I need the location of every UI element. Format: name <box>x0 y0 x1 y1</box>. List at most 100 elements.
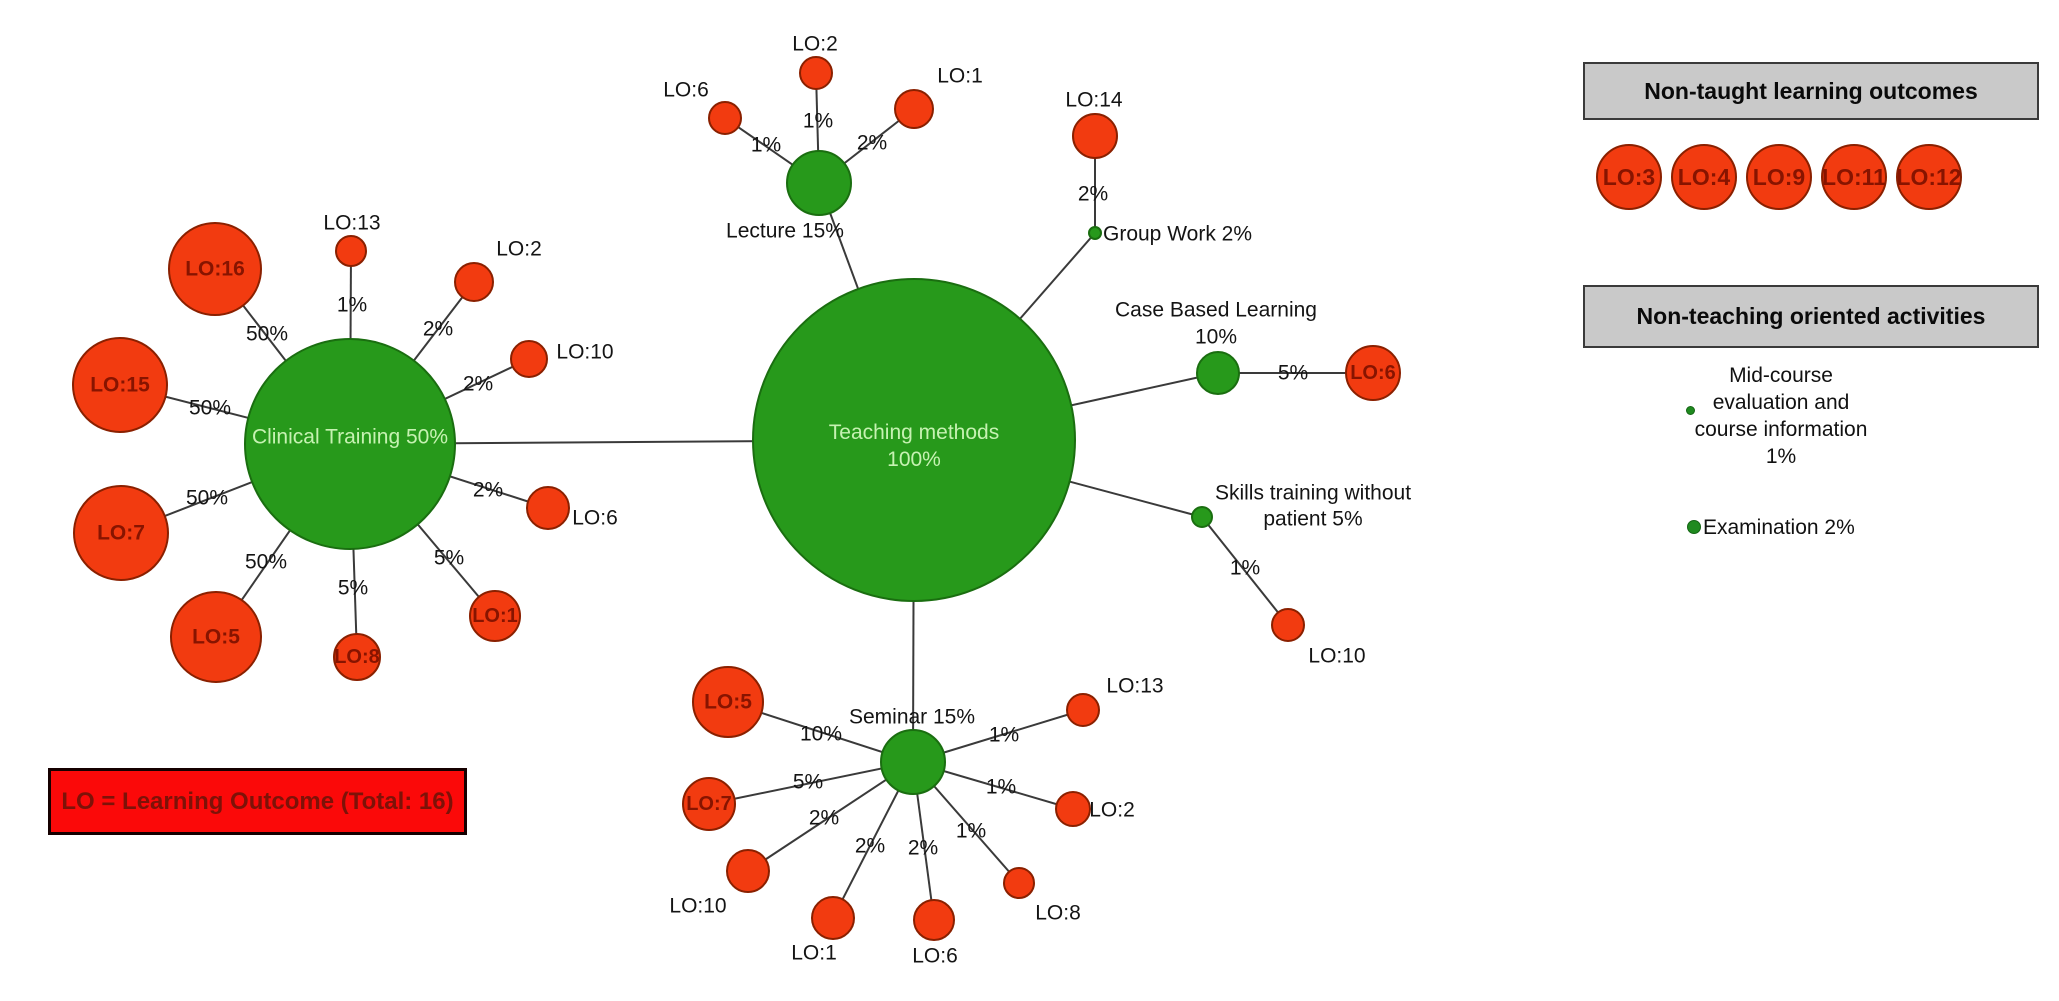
node-cl_lo13 <box>335 235 367 267</box>
mid-course-dot-icon <box>1686 406 1695 415</box>
pct-label-clinical-cl_lo5: 50% <box>245 551 287 574</box>
mid-course-line: 1% <box>1765 445 1797 468</box>
examination-dot-icon <box>1687 520 1701 534</box>
mid-course-text-block: Mid-course evaluation and course informati… <box>1655 362 1907 470</box>
non-taught-circles-row: LO:3 LO:4 LO:9 LO:11 LO:12 <box>1596 144 1962 210</box>
label-cl_lo6: LO:6 <box>572 507 618 530</box>
panel-non-taught-header: Non-taught learning outcomes <box>1583 62 2039 120</box>
pct-label-seminar-se_lo1: 2% <box>855 835 885 858</box>
label-teaching: Teaching methods <box>829 421 999 444</box>
edge-seminar-se_lo7 <box>708 761 914 805</box>
label-cl_lo13: LO:13 <box>323 212 380 235</box>
label-lec_lo1: LO:1 <box>937 65 983 88</box>
pct-label-skills-sk_lo10: 1% <box>1230 557 1260 580</box>
non-taught-circle-lo4: LO:4 <box>1671 144 1737 210</box>
label-gw_lo14: LO:14 <box>1065 89 1123 112</box>
panel-non-teaching-header: Non-teaching oriented activities <box>1583 285 2039 348</box>
pct-label-seminar-se_lo8: 1% <box>956 820 986 843</box>
pct-label-clinical-cl_lo2: 2% <box>423 318 453 341</box>
non-taught-circle-lo9: LO:9 <box>1746 144 1812 210</box>
label-seminar: Seminar 15% <box>849 706 975 729</box>
label-se_lo8: LO:8 <box>1035 902 1081 925</box>
label-cbl_lo6: LO:6 <box>1350 362 1396 384</box>
node-teaching <box>752 278 1076 602</box>
node-se_lo7 <box>682 777 736 831</box>
pct-label-groupwork-gw_lo14: 2% <box>1078 183 1108 206</box>
pct-label-lecture-lec_lo2: 1% <box>803 110 833 133</box>
pct-label-seminar-se_lo13: 1% <box>989 724 1019 747</box>
label-teaching: 100% <box>887 448 941 471</box>
node-cl_lo2 <box>454 262 494 302</box>
node-lec_lo6 <box>708 101 742 135</box>
pct-label-seminar-se_lo7: 5% <box>793 771 823 794</box>
label-cl_lo5: LO:5 <box>192 626 240 649</box>
node-lec_lo1 <box>894 89 934 129</box>
node-se_lo8 <box>1003 867 1035 899</box>
pct-label-clinical-cl_lo1: 5% <box>434 547 464 570</box>
node-se_lo5 <box>692 666 764 738</box>
node-se_lo6 <box>913 899 955 941</box>
label-skills: patient 5% <box>1263 508 1362 531</box>
label-se_lo7: LO:7 <box>686 793 732 815</box>
label-cl_lo1: LO:1 <box>472 605 518 627</box>
node-cl_lo5 <box>170 591 262 683</box>
label-lec_lo2: LO:2 <box>792 33 838 56</box>
pct-label-lecture-lec_lo6: 1% <box>751 134 781 157</box>
pct-label-seminar-se_lo10: 2% <box>809 807 839 830</box>
label-se_lo5: LO:5 <box>704 691 752 714</box>
node-groupwork <box>1088 226 1102 240</box>
mid-course-line: course information <box>1694 418 1868 441</box>
pct-label-seminar-se_lo6: 2% <box>908 837 938 860</box>
label-cl_lo10: LO:10 <box>556 341 613 364</box>
node-se_lo10 <box>726 849 770 893</box>
node-se_lo2 <box>1055 791 1091 827</box>
label-lecture: Lecture 15% <box>726 220 844 243</box>
node-lec_lo2 <box>799 56 833 90</box>
edge-skills-sk_lo10 <box>1201 516 1289 626</box>
label-cl_lo2: LO:2 <box>496 238 542 261</box>
label-se_lo10: LO:10 <box>669 895 726 918</box>
node-cbl <box>1196 351 1240 395</box>
node-cl_lo6 <box>526 486 570 530</box>
node-cl_lo8 <box>333 633 381 681</box>
label-cl_lo7: LO:7 <box>97 522 145 545</box>
label-cl_lo8: LO:8 <box>334 646 380 668</box>
node-se_lo1 <box>811 896 855 940</box>
node-cl_lo7 <box>73 485 169 581</box>
label-se_lo6: LO:6 <box>912 945 958 968</box>
non-taught-circle-lo12: LO:12 <box>1896 144 1962 210</box>
label-skills: Skills training without <box>1215 482 1411 505</box>
legend-box: LO = Learning Outcome (Total: 16) <box>48 768 467 835</box>
label-groupwork: Group Work 2% <box>1103 223 1252 246</box>
node-lecture <box>786 150 852 216</box>
label-se_lo13: LO:13 <box>1106 675 1163 698</box>
node-cl_lo1 <box>469 590 521 642</box>
pct-label-clinical-cl_lo10: 2% <box>463 373 493 396</box>
non-taught-circle-lo3: LO:3 <box>1596 144 1662 210</box>
node-gw_lo14 <box>1072 113 1118 159</box>
node-skills <box>1191 506 1213 528</box>
pct-label-lecture-lec_lo1: 2% <box>857 132 887 155</box>
pct-label-clinical-cl_lo7: 50% <box>186 487 228 510</box>
label-cbl: Case Based Learning <box>1115 299 1317 322</box>
node-cl_lo16 <box>168 222 262 316</box>
node-cbl_lo6 <box>1345 345 1401 401</box>
label-cl_lo16: LO:16 <box>185 258 245 281</box>
label-se_lo1: LO:1 <box>791 942 837 965</box>
pct-label-clinical-cl_lo15: 50% <box>189 397 231 420</box>
node-se_lo13 <box>1066 693 1100 727</box>
node-seminar <box>880 729 946 795</box>
label-clinical: Clinical Training 50% <box>252 426 448 449</box>
mid-course-line: Mid-course <box>1729 364 1833 387</box>
node-sk_lo10 <box>1271 608 1305 642</box>
pct-label-seminar-se_lo2: 1% <box>986 776 1016 799</box>
pct-label-clinical-cl_lo8: 5% <box>338 577 368 600</box>
node-clinical <box>244 338 456 550</box>
pct-label-clinical-cl_lo6: 2% <box>473 479 503 502</box>
label-lec_lo6: LO:6 <box>663 79 709 102</box>
pct-label-clinical-cl_lo13: 1% <box>337 294 367 317</box>
non-taught-circle-lo11: LO:11 <box>1821 144 1887 210</box>
label-cbl: 10% <box>1195 326 1237 349</box>
label-sk_lo10: LO:10 <box>1308 645 1365 668</box>
